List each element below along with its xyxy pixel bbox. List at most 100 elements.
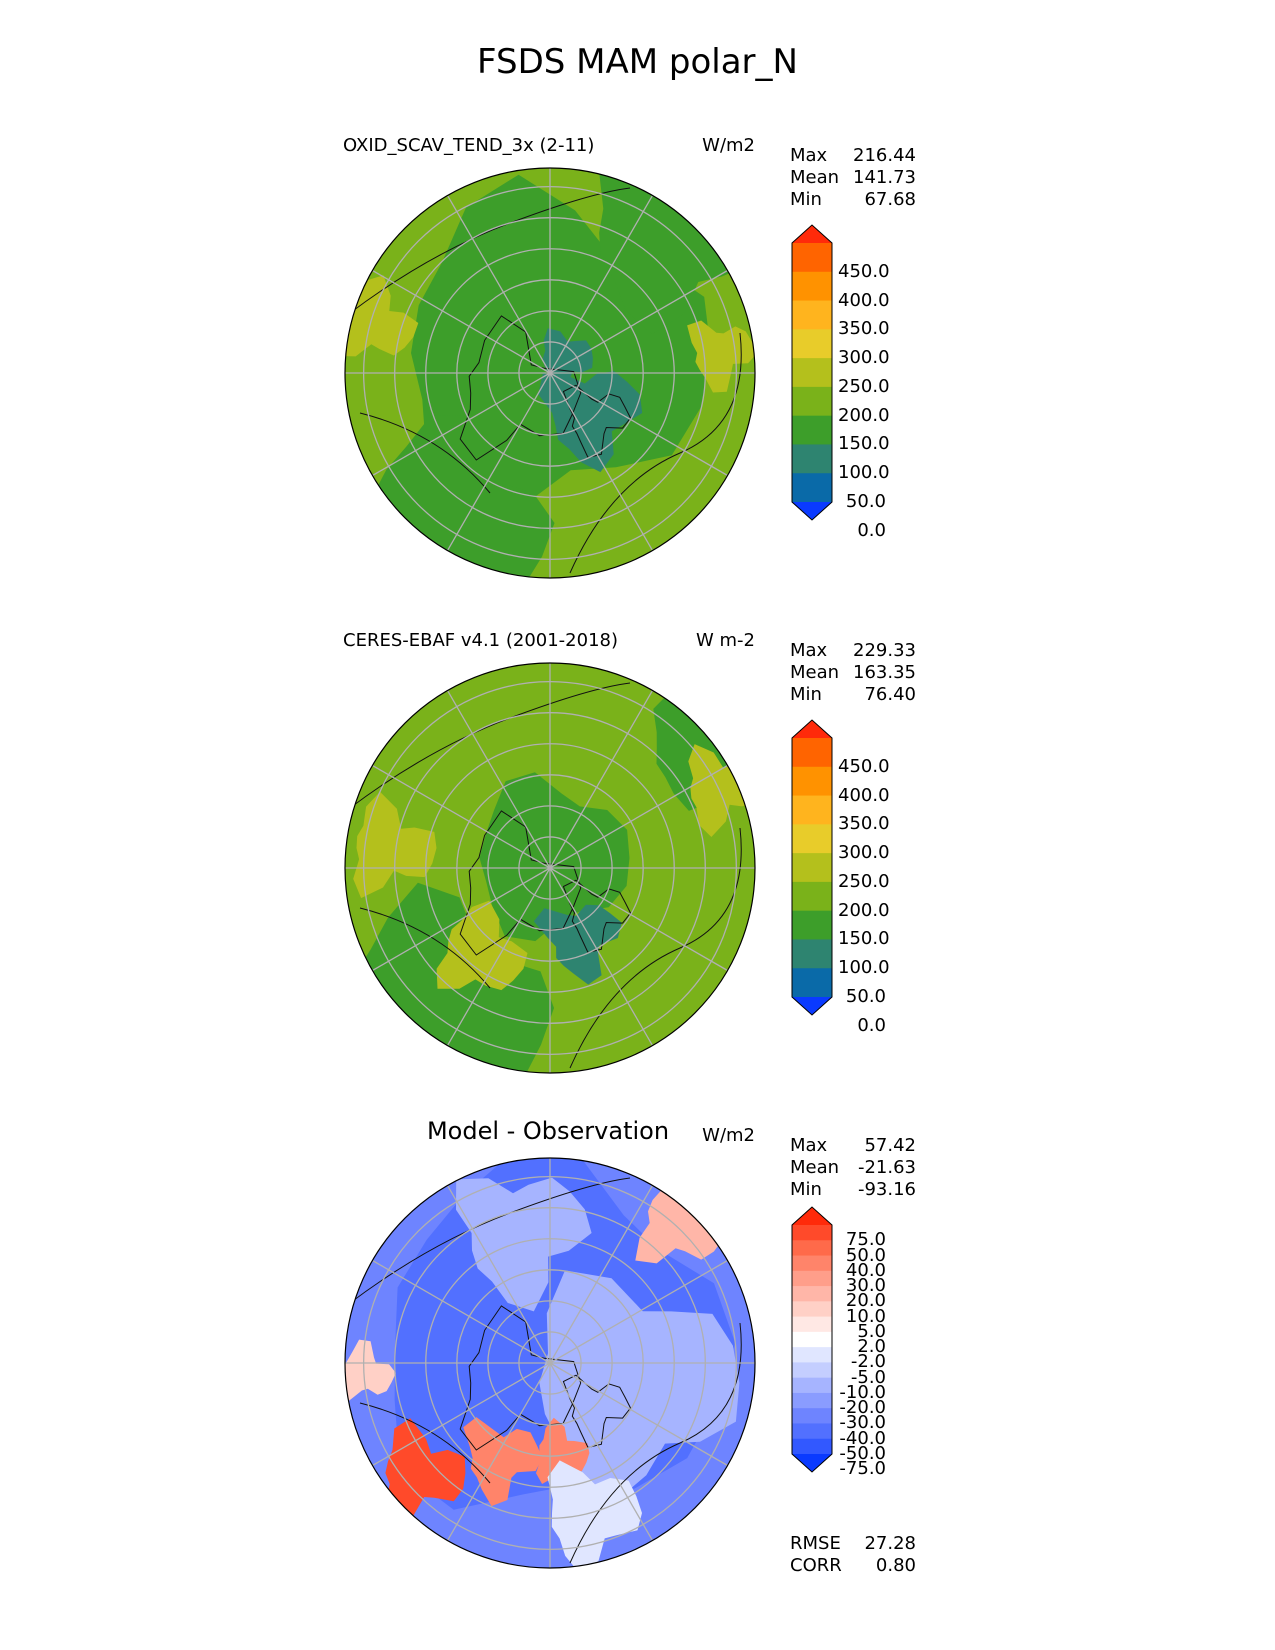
colorbar-tick-label: 400.0 (838, 784, 890, 806)
colorbar-segment (792, 795, 832, 825)
meridian-line (549, 1362, 654, 1541)
colorbar-tick-label: -10.0 (839, 1381, 886, 1403)
colorbar-tick-label: 40.0 (845, 1259, 886, 1281)
meridian-line (446, 1185, 551, 1364)
colorbar-tick-label: 200.0 (838, 404, 890, 426)
colorbar-tick-label: 75.0 (845, 1229, 886, 1251)
panel-obs: CERES-EBAF v4.1 (2001-2018) W m-2 Max 229… (0, 630, 1275, 1120)
max-value: 229.33 (853, 640, 916, 661)
panel-model: OXID_SCAV_TEND_3x (2-11) W/m2 Max 216.44 … (0, 135, 1275, 625)
mean-label: Mean (790, 662, 840, 683)
colorbar-extend-bottom (792, 997, 832, 1015)
colorbar-outline (791, 719, 833, 1016)
colorbar-segment (792, 939, 832, 969)
meridian-line (549, 269, 728, 374)
colorbar-tick-label: 10.0 (845, 1305, 886, 1327)
colorbar-segment (792, 1408, 832, 1424)
colorbar-extend-top (792, 225, 832, 243)
colorbar-segment (792, 1438, 832, 1455)
colorbar-tick-label: 250.0 (838, 375, 890, 397)
colorbar-segment (792, 1225, 832, 1241)
colorbar-tick-label: 2.0 (857, 1336, 886, 1358)
polar-map-model (344, 167, 756, 579)
meridian-line (446, 690, 551, 869)
min-value: 76.40 (864, 684, 916, 705)
colorbar-segment (792, 300, 832, 330)
colorbar (791, 224, 833, 521)
figure-title: FSDS MAM polar_N (477, 42, 798, 82)
mean-value: 163.35 (853, 662, 916, 683)
colorbar-tick-label: 50.0 (845, 491, 886, 512)
colorbar-segment (792, 1286, 832, 1302)
colorbar-segment (792, 444, 832, 474)
mean-label: Mean (790, 167, 840, 188)
meridian-line (549, 867, 654, 1046)
rmse-corr-box: RMSE 27.28 CORR 0.80 (790, 1533, 916, 1577)
coastline (459, 315, 582, 461)
colorbar-segment (792, 271, 832, 302)
panel-units: W/m2 (702, 135, 755, 156)
coastline (569, 1322, 742, 1564)
colorbar-segment (792, 1301, 832, 1318)
colorbar-tick-label: 450.0 (838, 755, 890, 777)
polar-map-obs (344, 662, 756, 1074)
panel-units: W m-2 (695, 630, 755, 651)
colorbar-tick-label: 50.0 (845, 1244, 886, 1266)
colorbar-segment (792, 1362, 832, 1379)
colorbar-segment (792, 1377, 832, 1394)
max-value: 57.42 (864, 1135, 916, 1156)
mean-value: -21.63 (857, 1157, 916, 1178)
colorbar-extend-bottom (792, 502, 832, 520)
colorbar-segment (792, 738, 832, 768)
graticule (345, 168, 755, 578)
colorbar-tick-label: -40.0 (839, 1427, 886, 1449)
colorbar-segment (792, 1392, 832, 1409)
colorbar (791, 719, 833, 1016)
max-label: Max (790, 1135, 828, 1156)
colorbar-tick-label: 300.0 (838, 347, 890, 369)
min-value: -93.16 (857, 1179, 916, 1200)
meridian-line (549, 1259, 728, 1364)
graticule (345, 1158, 755, 1568)
max-value: 216.44 (853, 145, 916, 166)
colorbar-tick-label: 300.0 (838, 842, 890, 864)
panel-title: Model - Observation (426, 1117, 670, 1145)
map-boundary (344, 662, 756, 1074)
mean-label: Mean (790, 1157, 840, 1178)
max-label: Max (790, 145, 828, 166)
min-label: Min (790, 684, 822, 705)
meridian-line (549, 690, 654, 869)
stats-box: Max 229.33 Mean 163.35 Min 76.40 (790, 640, 916, 706)
corr-label: CORR (790, 1555, 842, 1576)
colorbar-tick-label: -30.0 (839, 1412, 886, 1434)
colorbar-tick-label: 150.0 (838, 433, 890, 455)
colorbar-tick-label: 100.0 (838, 957, 890, 979)
meridian-line (549, 195, 654, 374)
colorbar-outline (791, 224, 833, 521)
coastline (569, 827, 742, 1069)
meridian-line (549, 372, 728, 477)
panel-title: CERES-EBAF v4.1 (2001-2018) (343, 630, 619, 651)
max-label: Max (790, 640, 828, 661)
meridian-line (372, 269, 551, 374)
polar-map-diff (344, 1157, 756, 1569)
graticule (345, 663, 755, 1073)
colorbar-segment (792, 358, 832, 388)
meridian-line (549, 372, 654, 551)
colorbar-extend-top (792, 1207, 832, 1225)
corr-value: 0.80 (875, 1555, 916, 1576)
colorbar-tick-label: 50.0 (845, 986, 886, 1007)
colorbar-segment (792, 1240, 832, 1257)
meridian-line (549, 867, 728, 972)
colorbar-segment (792, 386, 832, 417)
panel-title: OXID_SCAV_TEND_3x (2-11) (343, 135, 595, 156)
meridian-line (549, 1185, 654, 1364)
colorbar-tick-label: -75.0 (839, 1458, 886, 1480)
colorbar-tick-label: 20.0 (845, 1290, 886, 1312)
colorbar-segment (792, 968, 832, 998)
colorbar-tick-label: 350.0 (838, 813, 890, 835)
colorbar-segment (792, 853, 832, 883)
coastline (359, 1402, 491, 1484)
meridian-line (446, 195, 551, 374)
coastline (569, 332, 742, 574)
